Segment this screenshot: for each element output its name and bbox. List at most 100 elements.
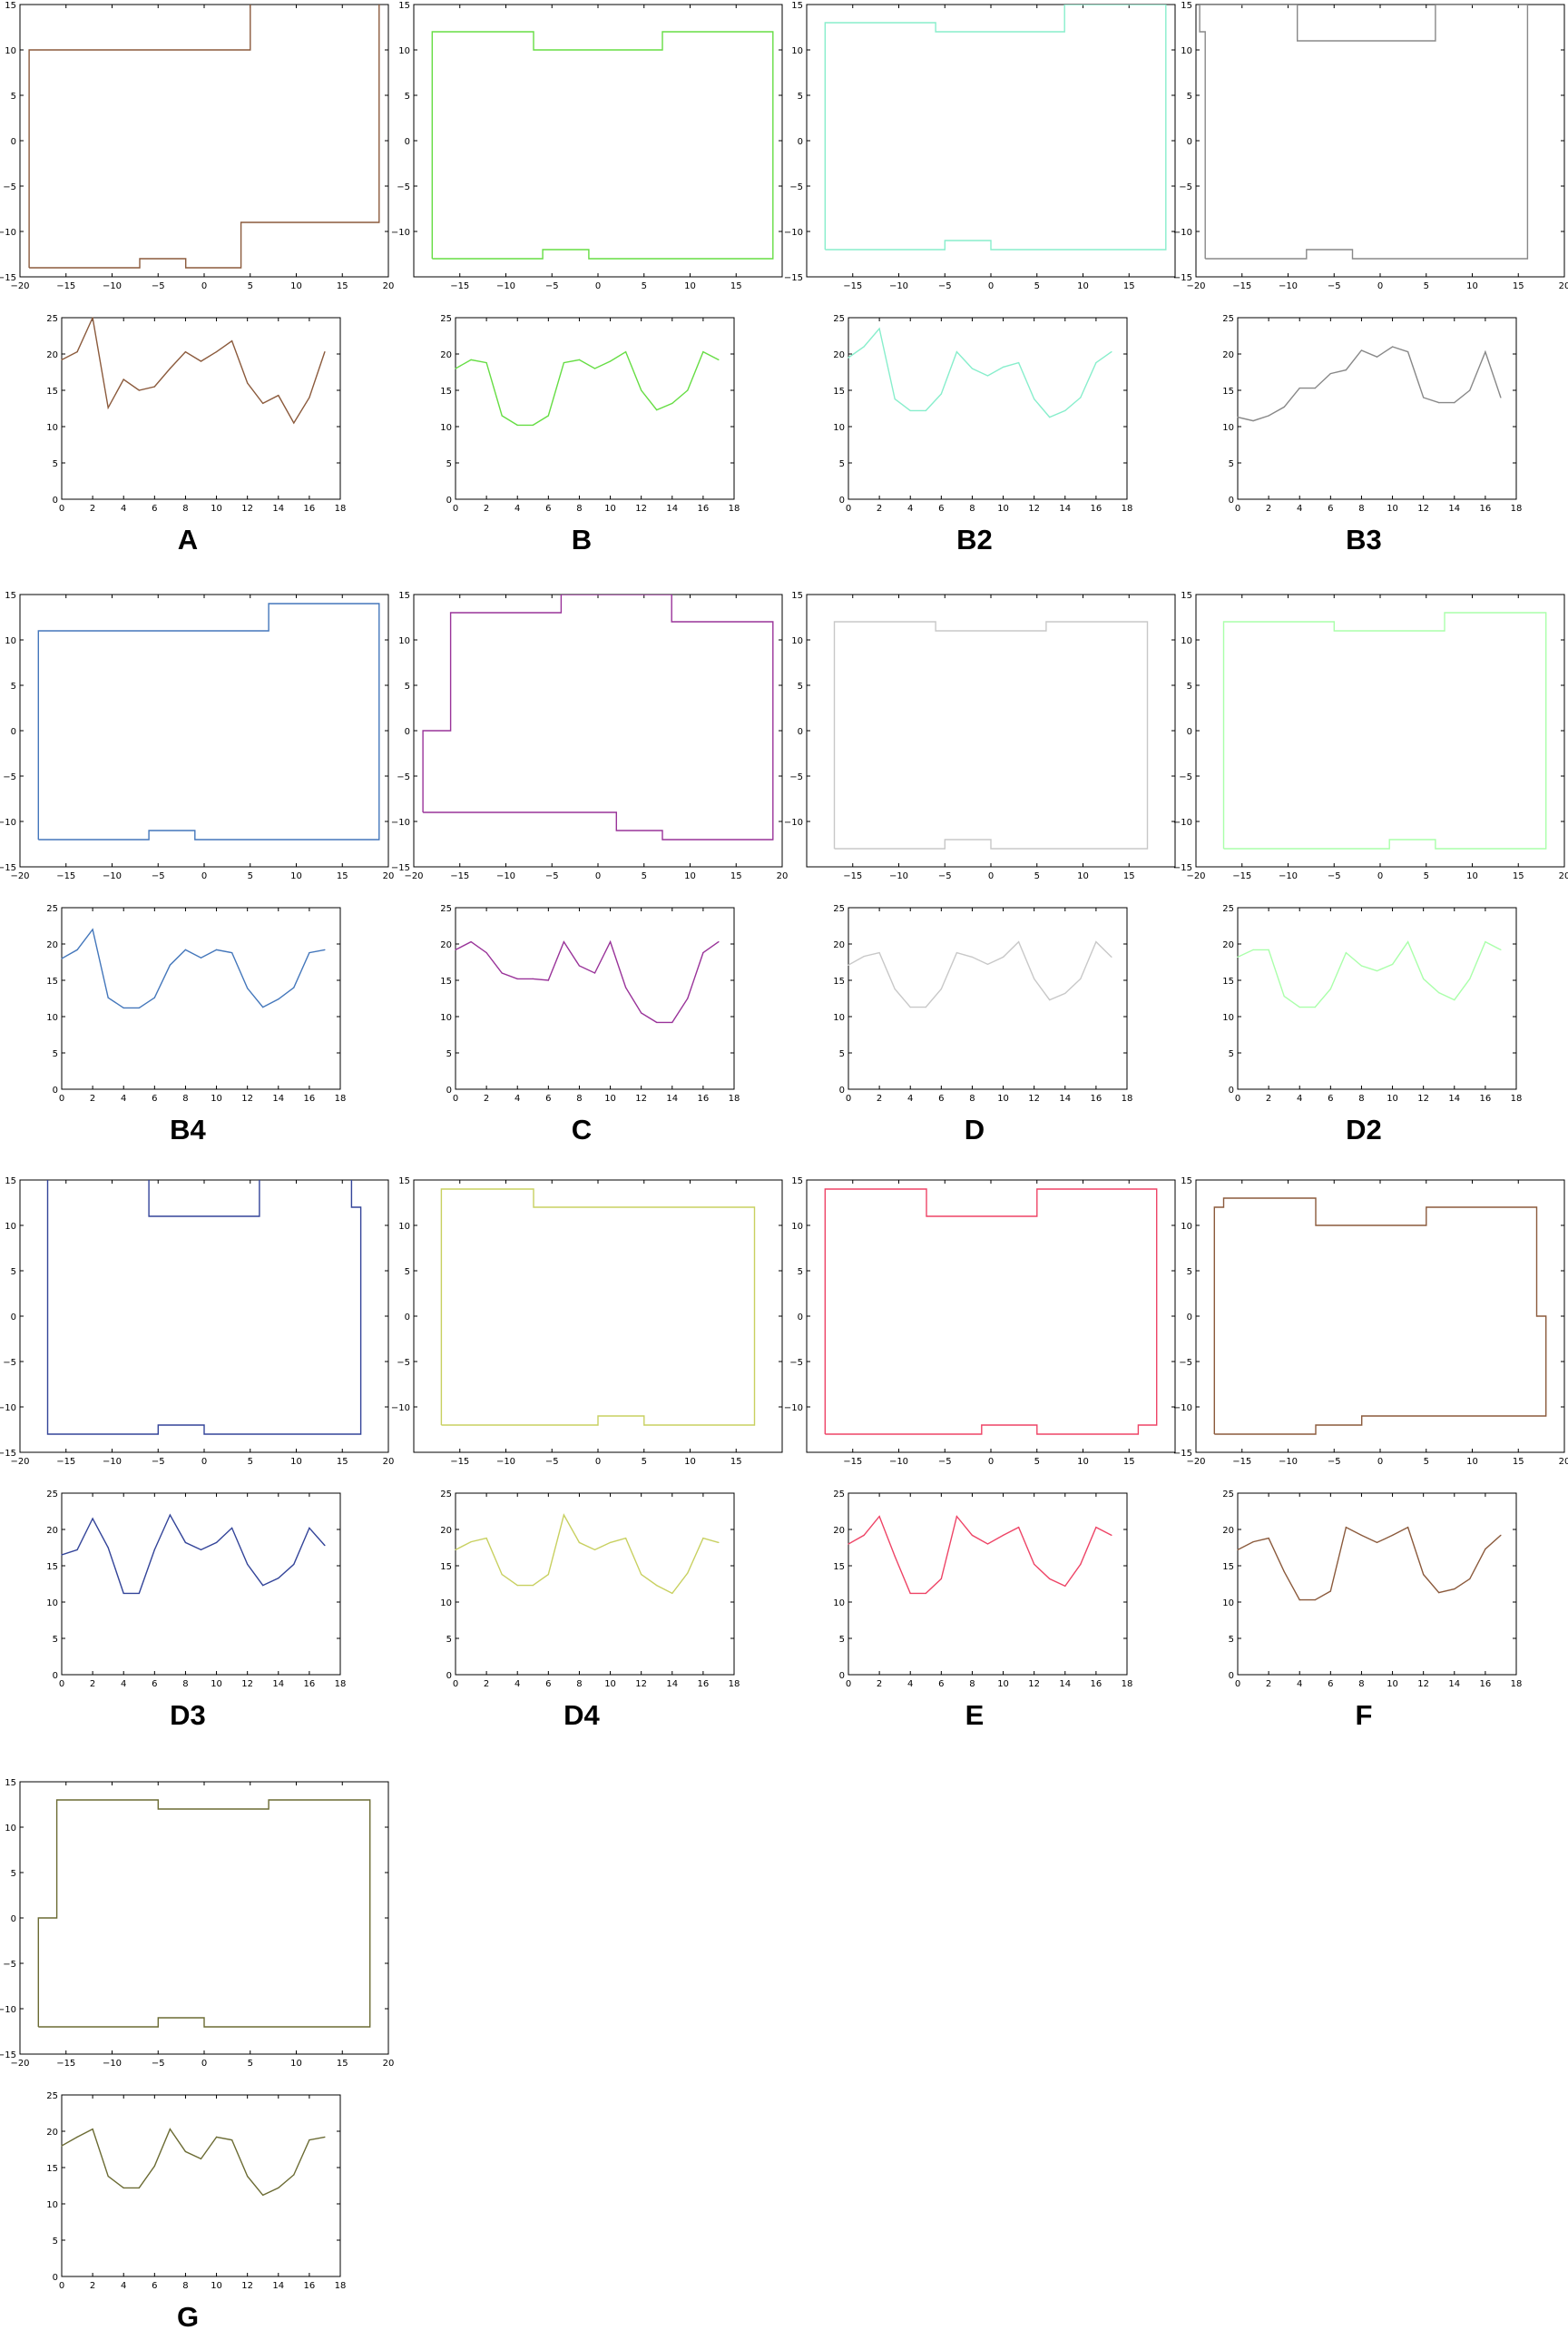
panel-label-g: G — [177, 2301, 199, 2333]
profile-point-a — [184, 351, 187, 353]
profile-point-b — [501, 415, 503, 417]
outline-b3-ytick-label: 5 — [1187, 92, 1192, 102]
profile-b4-frame — [61, 907, 341, 1090]
profile-point-d4 — [532, 1585, 534, 1587]
profile-f-frame — [1237, 1492, 1517, 1676]
outline-a-xtick-label: 0 — [201, 281, 207, 291]
panel-d4: −15 −10 −5 0 5 10 15 −10 −5 0 5 10 15 0 2 4 6 8 10 12 14 16 18… — [391, 1176, 783, 1731]
profile-point-c — [485, 952, 487, 954]
outline-f-xtick-label: −15 — [1232, 1457, 1251, 1467]
profile-point-a — [262, 402, 264, 404]
profile-point-d2 — [1283, 996, 1285, 998]
outline-d-frame — [806, 594, 1176, 868]
outline-f-ytick-label: 10 — [1181, 1222, 1192, 1232]
profile-point-f — [1329, 1590, 1331, 1592]
outline-g-xtick-label: −20 — [10, 2059, 29, 2069]
profile-point-b3 — [1391, 346, 1394, 348]
profile-point-c — [671, 1021, 673, 1023]
profile-b4-ytick-label: 5 — [53, 1049, 58, 1059]
outline-b2-xtick-label: −5 — [938, 281, 952, 291]
profile-point-e — [878, 1516, 880, 1518]
profile-e-xtick-label: 0 — [846, 1679, 851, 1689]
profile-b4-xtick-label: 0 — [59, 1094, 64, 1104]
outline-b2-xtick-label: 15 — [1123, 281, 1135, 291]
profile-c-ytick-label: 5 — [446, 1049, 452, 1059]
profile-point-f — [1407, 1527, 1409, 1529]
panel-label-d4: D4 — [564, 1699, 600, 1731]
profile-plot-b3: 0 2 4 6 8 10 12 14 16 18 0 5 10 15 20 25 — [1222, 314, 1522, 514]
profile-d-ytick-label: 0 — [839, 1086, 845, 1096]
outline-d4-frame — [413, 1179, 783, 1453]
outline-d2-xtick-label: 15 — [1513, 871, 1524, 881]
outline-b-xtick-label: 15 — [730, 281, 742, 291]
profile-point-c — [578, 965, 581, 967]
profile-point-e — [986, 1543, 989, 1545]
profile-point-d — [1018, 941, 1020, 943]
outline-a-xtick-label: −5 — [152, 281, 165, 291]
outline-b3-ytick-label: −5 — [1179, 182, 1192, 192]
outline-f-xtick-label: 20 — [1559, 1457, 1568, 1467]
profile-a-xtick-label: 6 — [152, 504, 157, 514]
profile-e-xtick-label: 14 — [1059, 1679, 1071, 1689]
outline-d-xtick-label: 15 — [1123, 871, 1135, 881]
profile-point-d4 — [656, 1585, 658, 1587]
profile-f-xtick-label: 2 — [1266, 1679, 1271, 1689]
profile-b-xtick-label: 0 — [453, 504, 458, 514]
outline-b4-xtick-label: 0 — [201, 871, 207, 881]
outline-d2-xtick-label: 10 — [1466, 871, 1478, 881]
outline-g-ytick-label: 10 — [5, 1824, 16, 1834]
profile-point-e — [1080, 1563, 1082, 1565]
profile-g-ytick-label: 25 — [46, 2091, 58, 2101]
outline-b-ytick-label: −10 — [391, 228, 410, 238]
panel-label-b2: B2 — [956, 524, 993, 556]
profile-d2-ytick-label: 10 — [1222, 1013, 1234, 1023]
profile-point-f — [1314, 1599, 1316, 1601]
profile-b-ytick-label: 0 — [446, 496, 452, 506]
outline-a-ytick-label: 15 — [5, 1, 16, 11]
outline-d3-xtick-label: −20 — [10, 1457, 29, 1467]
profile-point-b — [516, 424, 518, 426]
outline-d3-xtick-label: 15 — [337, 1457, 348, 1467]
outline-line-d — [833, 621, 1149, 850]
profile-e-ytick-label: 0 — [839, 1671, 845, 1681]
outline-g-xtick-label: −15 — [56, 2059, 75, 2069]
outline-d4-xtick-label: 0 — [595, 1457, 601, 1467]
profile-point-f — [1252, 1541, 1254, 1543]
outline-g-ytick-label: −15 — [0, 2050, 16, 2060]
profile-b3-xtick-label: 0 — [1235, 504, 1240, 514]
outline-e-ytick-label: −5 — [789, 1358, 803, 1368]
profile-e-xtick-label: 12 — [1028, 1679, 1040, 1689]
profile-b-xtick-label: 10 — [604, 504, 616, 514]
outline-d4-ytick-label: 5 — [405, 1267, 410, 1277]
profile-b4-ytick-label: 20 — [46, 940, 58, 950]
profile-g-xtick-label: 10 — [211, 2281, 222, 2291]
outline-d3-frame — [19, 1179, 389, 1453]
outline-f-xtick-label: 0 — [1377, 1457, 1383, 1467]
profile-point-b3 — [1423, 397, 1425, 398]
profile-d3-xtick-label: 2 — [90, 1679, 95, 1689]
profile-b-xtick-label: 8 — [576, 504, 582, 514]
outline-c-xtick-label: 20 — [777, 871, 789, 881]
profile-f-xtick-label: 8 — [1358, 1679, 1364, 1689]
profile-b4-ytick-label: 25 — [46, 904, 58, 914]
profile-point-d3 — [184, 1541, 187, 1543]
profile-d4-xtick-label: 2 — [484, 1679, 489, 1689]
outline-b4-ytick-label: −15 — [0, 863, 16, 873]
outline-g-xtick-label: 20 — [383, 2059, 395, 2069]
profile-point-d2 — [1500, 949, 1502, 950]
outline-b-frame — [413, 4, 783, 278]
profile-point-e — [894, 1556, 896, 1558]
outline-d2-ytick-label: 5 — [1187, 682, 1192, 692]
profile-point-b3 — [1283, 406, 1285, 408]
outline-g-ytick-label: −10 — [0, 2005, 16, 2015]
profile-point-a — [138, 389, 140, 391]
outline-line-extra-d3 — [148, 1180, 260, 1217]
profile-b2-ytick-label: 5 — [839, 459, 845, 469]
outline-b-ytick-label: −5 — [397, 182, 410, 192]
outline-d2-frame — [1195, 594, 1565, 868]
profile-point-b2 — [894, 398, 896, 400]
